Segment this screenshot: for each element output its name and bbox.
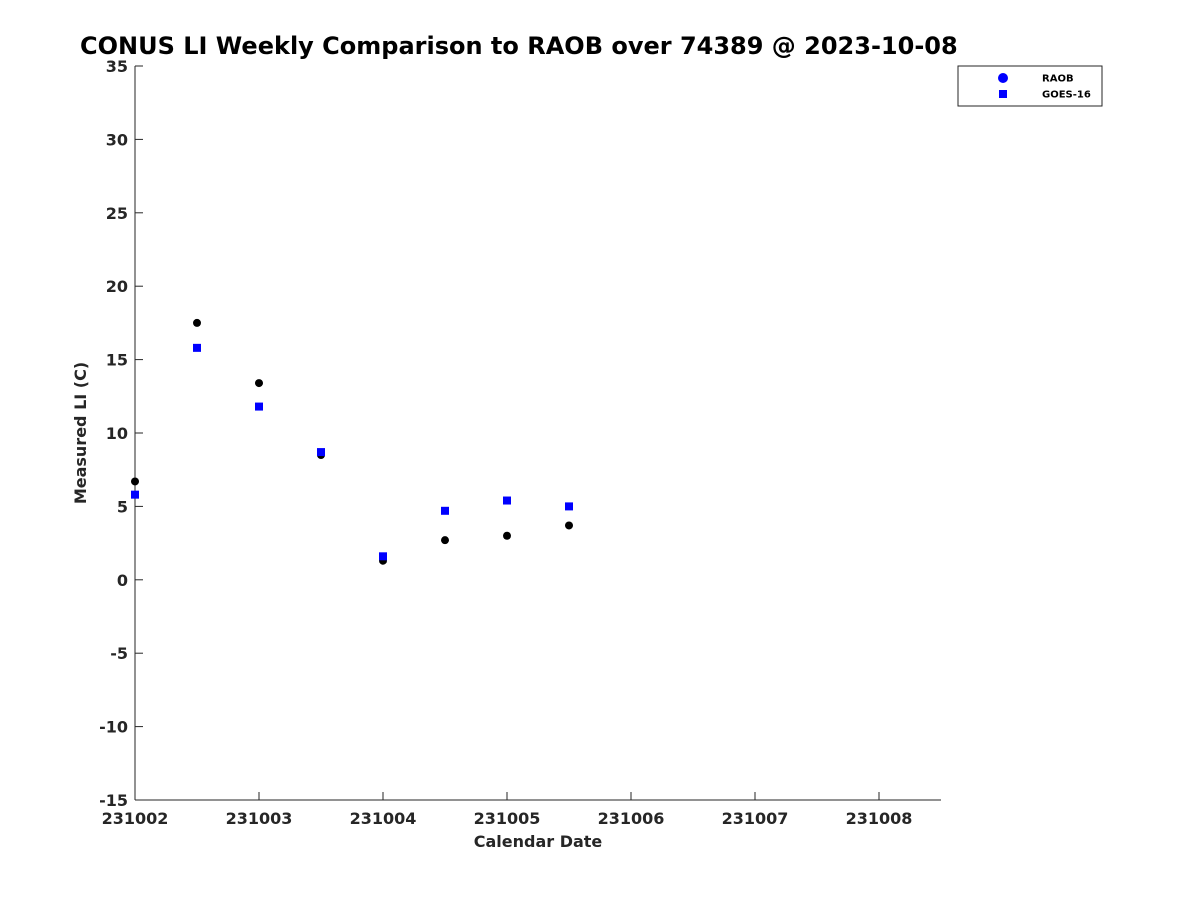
x-axis-ticks: 231002 231003 231004 231005 231006 231007 2310… — [102, 792, 913, 828]
data-point-square — [565, 502, 573, 511]
series-raob — [131, 318, 573, 565]
x-tick-label: 231003 — [226, 809, 293, 828]
y-tick-label: 35 — [106, 57, 128, 76]
series-goes-16 — [131, 343, 573, 561]
legend-box — [957, 65, 1103, 107]
data-point-circle — [131, 477, 139, 486]
y-axis-ticks: 35 30 25 20 15 10 5 0 -5 -10 -15 — [99, 57, 143, 810]
data-series — [131, 318, 573, 565]
data-point-square — [441, 506, 449, 515]
data-point-circle — [565, 521, 573, 530]
y-tick-label: -10 — [99, 718, 128, 737]
data-point-square — [255, 402, 263, 411]
data-point-circle — [441, 536, 449, 545]
data-point-circle — [503, 531, 511, 540]
x-tick-label: 231004 — [350, 809, 417, 828]
y-tick-label: 10 — [106, 424, 128, 443]
data-point-square — [131, 490, 139, 499]
legend-goes16-marker — [999, 90, 1007, 98]
plot-area — [134, 66, 941, 801]
y-tick-label: 5 — [117, 497, 128, 516]
y-tick-label: -15 — [99, 791, 128, 810]
legend-raob-label: RAOB — [1042, 74, 1074, 85]
legend: RAOB GOES-16 — [957, 65, 1103, 107]
x-tick-label: 231005 — [474, 809, 541, 828]
legend-raob-marker — [998, 73, 1008, 83]
data-point-square — [503, 496, 511, 505]
y-tick-label: 0 — [117, 571, 128, 590]
x-tick-label: 231006 — [598, 809, 665, 828]
data-point-square — [317, 448, 325, 457]
data-point-square — [193, 343, 201, 352]
data-point-square — [379, 552, 387, 561]
x-tick-label: 231007 — [722, 809, 789, 828]
x-axis-label: Calendar Date — [474, 832, 603, 851]
y-tick-label: -5 — [110, 644, 128, 663]
y-tick-label: 20 — [106, 277, 128, 296]
data-point-circle — [193, 318, 201, 327]
y-tick-label: 25 — [106, 204, 128, 223]
x-tick-label: 231008 — [846, 809, 913, 828]
legend-goes16-label: GOES-16 — [1042, 90, 1091, 101]
x-tick-label: 231002 — [102, 809, 169, 828]
y-tick-label: 15 — [106, 351, 128, 370]
data-point-circle — [255, 379, 263, 388]
chart-title: CONUS LI Weekly Comparison to RAOB over … — [80, 32, 958, 60]
y-tick-label: 30 — [106, 130, 128, 149]
y-axis-label: Measured LI (C) — [71, 362, 90, 504]
